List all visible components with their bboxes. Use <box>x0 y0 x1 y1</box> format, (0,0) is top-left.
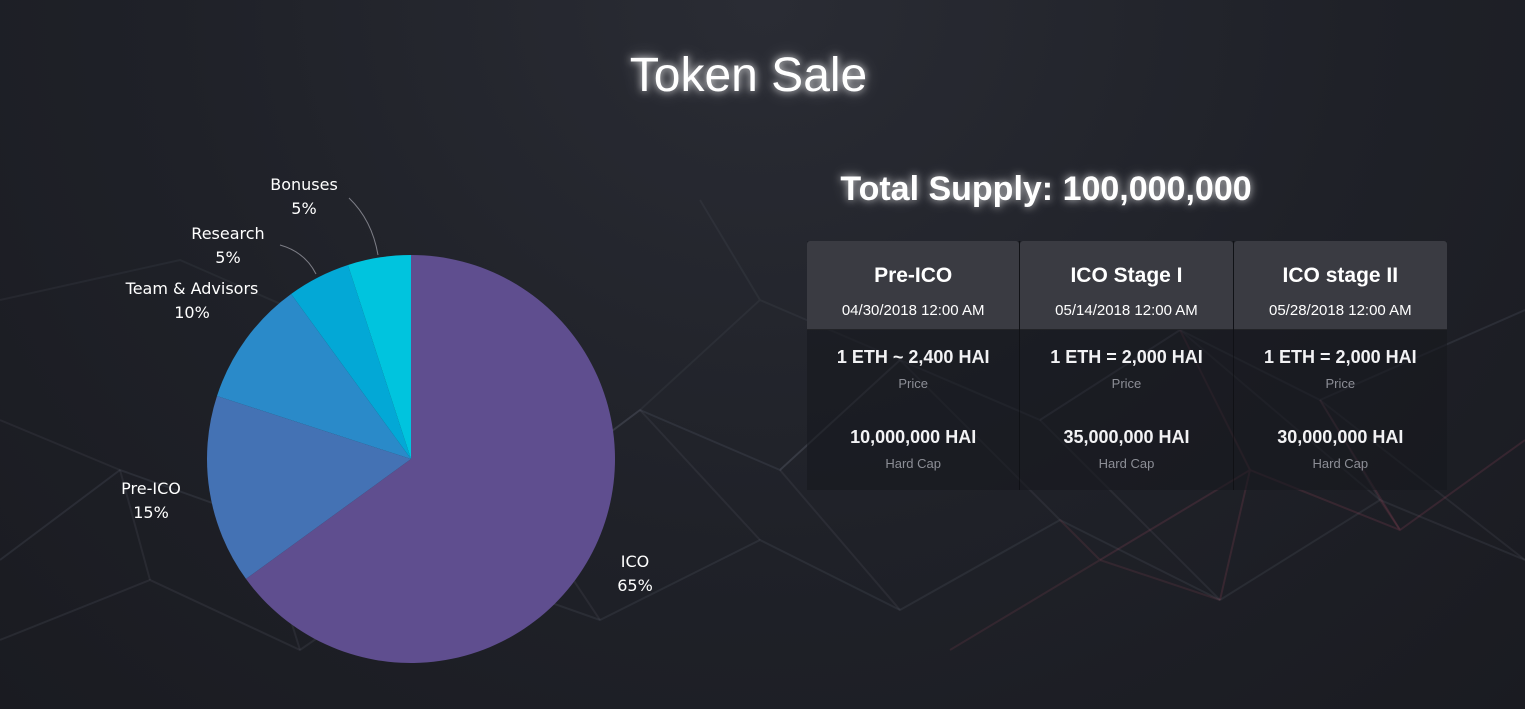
pie-slice-research <box>291 264 411 459</box>
total-supply-heading: Total Supply: 100,000,000 <box>840 170 1252 208</box>
stage-date: 05/28/2018 12:00 AM <box>1269 302 1412 319</box>
slice-percent-label: 10% <box>174 303 210 322</box>
stage-hard-cap: 30,000,000 HAI <box>1277 427 1404 447</box>
slice-label: Team & Advisors <box>125 279 259 298</box>
pie-slice-bonuses <box>347 255 411 459</box>
page-title: Token Sale <box>629 49 868 102</box>
slice-percent-label: 65% <box>617 576 653 595</box>
stage-column-pre-ico: Pre-ICO 04/30/2018 12:00 AM 1 ETH ~ 2,40… <box>807 241 1021 490</box>
stage-column-ico-stage-2: ICO stage II 05/28/2018 12:00 AM 1 ETH =… <box>1233 241 1447 490</box>
slice-label: Research <box>191 224 264 243</box>
stage-price-row: 1 ETH ~ 2,400 HAI Price <box>807 330 1019 410</box>
stage-hard-cap: 10,000,000 HAI <box>850 427 977 447</box>
slice-label: Pre-ICO <box>121 479 181 498</box>
stage-cap-row: 30,000,000 HAI Hard Cap <box>1234 410 1447 490</box>
hard-cap-caption: Hard Cap <box>1098 456 1155 471</box>
stage-header: ICO stage II 05/28/2018 12:00 AM <box>1233 241 1447 330</box>
slice-label: Bonuses <box>270 175 338 194</box>
token-distribution-pie-chart: ICO 65% Pre-ICO 15% Team & Advisors 10% Resear… <box>121 175 653 663</box>
slice-percent-label: 5% <box>215 248 240 267</box>
price-caption: Price <box>1325 376 1356 391</box>
stage-cap-row: 10,000,000 HAI Hard Cap <box>807 410 1019 490</box>
stage-date: 05/14/2018 12:00 AM <box>1055 302 1198 319</box>
stage-price: 1 ETH = 2,000 HAI <box>1264 347 1417 367</box>
stage-date: 04/30/2018 12:00 AM <box>841 302 985 319</box>
slice-label: ICO <box>621 552 649 571</box>
leader-line <box>279 244 317 275</box>
stage-price-row: 1 ETH = 2,000 HAI Price <box>1234 330 1447 410</box>
stage-header: ICO Stage I 05/14/2018 12:00 AM <box>1020 241 1233 330</box>
stage-cap-row: 35,000,000 HAI Hard Cap <box>1020 410 1232 490</box>
price-caption: Price <box>1111 376 1142 391</box>
slice-percent-label: 5% <box>291 199 316 218</box>
hard-cap-caption: Hard Cap <box>885 456 941 471</box>
stage-price: 1 ETH = 2,000 HAI <box>1050 347 1203 367</box>
slice-percent-label: 15% <box>133 503 169 522</box>
pie-slice-pre-ico <box>206 395 411 579</box>
sale-stages-table: Pre-ICO 04/30/2018 12:00 AM 1 ETH ~ 2,40… <box>807 241 1447 490</box>
stage-header: Pre-ICO 04/30/2018 12:00 AM <box>807 241 1020 330</box>
stage-price-row: 1 ETH = 2,000 HAI Price <box>1020 330 1232 410</box>
stage-name: Pre-ICO <box>874 264 953 287</box>
stage-price: 1 ETH ~ 2,400 HAI <box>836 347 990 367</box>
pie-slice-ico <box>245 255 615 663</box>
price-caption: Price <box>898 376 928 391</box>
pie-slice-team-advisors <box>216 293 411 459</box>
leader-line <box>348 197 379 256</box>
stage-hard-cap: 35,000,000 HAI <box>1063 427 1190 447</box>
stage-column-ico-stage-1: ICO Stage I 05/14/2018 12:00 AM 1 ETH = … <box>1020 241 1234 490</box>
stage-name: ICO stage II <box>1282 264 1399 287</box>
stage-name: ICO Stage I <box>1070 264 1183 287</box>
hard-cap-caption: Hard Cap <box>1312 456 1369 471</box>
